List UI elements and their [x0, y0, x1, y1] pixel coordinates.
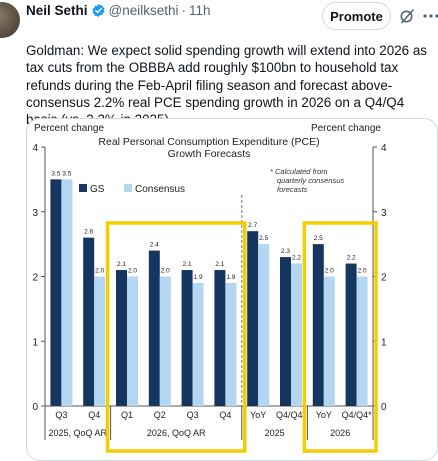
x-tick-label: Q3	[187, 410, 199, 420]
y-axis-title-right: Percent change	[311, 123, 381, 134]
legend-label-gs: GS	[90, 184, 105, 195]
data-label-gs: 2.2	[347, 255, 356, 262]
legend-swatch-consensus	[124, 184, 132, 192]
x-tick-label: Q1	[121, 410, 133, 420]
bar-consensus	[192, 282, 204, 406]
verified-badge-icon	[91, 3, 105, 18]
x-tick-label: Q4	[219, 410, 231, 420]
data-label-consensus: 2.2	[292, 255, 301, 262]
group-label: 2026, QoQ AR	[147, 428, 206, 438]
group-label: 2026	[330, 428, 350, 438]
x-tick-label: Q4/Q4*	[342, 410, 373, 420]
chart-note: * Calculated from quarterly consensus fore…	[270, 167, 344, 194]
bar-gs	[312, 244, 324, 406]
data-label-gs: 2.6	[84, 229, 93, 236]
grok-slash-icon[interactable]	[399, 8, 415, 24]
bar-gs	[83, 237, 95, 406]
bar-gs	[345, 263, 357, 406]
y-axis-title-left: Percent change	[34, 123, 104, 134]
data-label-consensus: 1.9	[194, 274, 203, 281]
separator-dot: ·	[181, 3, 187, 18]
highlight-box	[105, 221, 247, 453]
bar-gs	[116, 270, 127, 406]
bar-consensus	[323, 276, 335, 406]
bar-consensus	[61, 179, 73, 406]
data-label-gs: 3.5	[51, 170, 60, 177]
group-label: 2025, QoQ AR	[49, 428, 108, 438]
bar-consensus	[127, 276, 138, 406]
post-time[interactable]: 11h	[189, 3, 211, 18]
highlight-box	[302, 221, 378, 453]
promote-button[interactable]: Promote	[322, 2, 391, 30]
data-label-gs: 2.5	[314, 235, 323, 242]
avatar[interactable]	[0, 0, 24, 40]
y-tick-label-left: 4	[32, 143, 38, 154]
y-tick-label-right: 0	[381, 402, 387, 413]
bar-gs	[50, 179, 62, 406]
y-tick-label-right: 1	[381, 337, 387, 348]
y-tick-label-right: 3	[381, 208, 387, 219]
data-label-consensus: 2.0	[325, 268, 334, 275]
y-tick-label-left: 3	[32, 208, 38, 219]
author-handle[interactable]: @neilksethi	[108, 3, 179, 18]
bar-consensus	[258, 244, 270, 406]
bar-consensus	[291, 263, 302, 406]
data-label-gs: 2.1	[183, 261, 192, 268]
data-label-gs: 2.7	[248, 222, 257, 229]
bar-consensus	[159, 276, 171, 406]
y-tick-label-left: 2	[32, 273, 38, 284]
data-label-consensus: 2.0	[161, 268, 170, 275]
x-tick-label: Q2	[154, 410, 166, 420]
chart-title: Real Personal Consumption Expenditure (P…	[98, 136, 319, 160]
tweet-text: Goldman: We expect solid spending growth…	[26, 43, 427, 127]
data-label-consensus: 1.9	[226, 274, 235, 281]
y-tick-label-left: 0	[32, 402, 38, 413]
data-label-consensus: 2.0	[358, 268, 367, 275]
legend-label-consensus: Consensus	[135, 184, 185, 195]
y-tick-label-right: 2	[381, 273, 387, 284]
data-label-gs: 2.4	[150, 242, 159, 249]
y-tick-label-left: 1	[32, 337, 38, 348]
data-label-consensus: 2.0	[128, 268, 137, 275]
bar-gs	[247, 231, 259, 406]
data-label-gs: 2.3	[281, 248, 290, 255]
data-label-gs: 2.1	[215, 261, 224, 268]
data-label-consensus: 3.5	[62, 170, 71, 177]
bar-consensus	[225, 282, 237, 406]
x-tick-label: Q3	[55, 410, 67, 420]
x-tick-label: YoY	[316, 410, 332, 420]
chart-image[interactable]: 0 0 1 1 2 2 3 3 4 4 Percent change Percent change Re…	[26, 118, 438, 461]
bar-gs	[214, 270, 226, 406]
group-label: 2025	[265, 428, 285, 438]
bar-consensus	[94, 276, 106, 406]
y-tick-label-right: 4	[381, 143, 387, 154]
data-label-consensus: 2.5	[259, 235, 268, 242]
x-tick-label: YoY	[250, 410, 266, 420]
legend-swatch-gs	[79, 184, 87, 192]
more-dots-icon[interactable]	[423, 13, 438, 19]
bar-gs	[181, 270, 193, 406]
author-name[interactable]: Neil Sethi	[26, 3, 88, 18]
author-row: Neil Sethi @neilksethi · 11h	[26, 3, 211, 18]
bar-gs	[280, 257, 291, 406]
bar-consensus	[356, 276, 368, 406]
x-tick-label: Q4	[88, 410, 100, 420]
tweet-header: Neil Sethi @neilksethi · 11h Promote	[0, 0, 438, 40]
bar-gs	[148, 250, 160, 406]
x-tick-label: Q4/Q4*	[276, 410, 307, 420]
data-label-consensus: 2.0	[95, 268, 104, 275]
data-label-gs: 2.1	[117, 261, 126, 268]
